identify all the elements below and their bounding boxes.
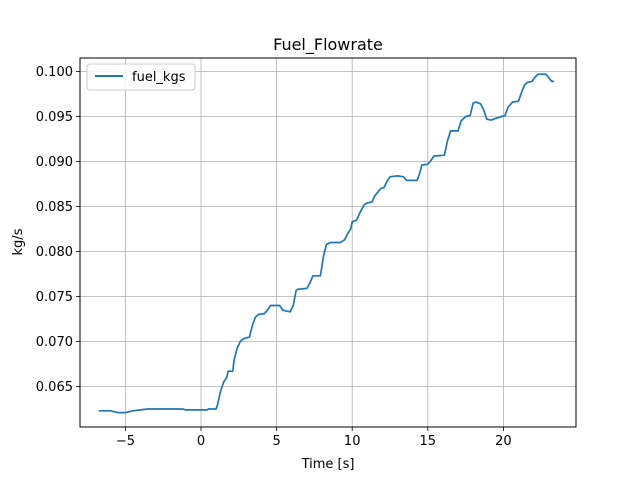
- x-axis: −5 0 5 10 15 20: [116, 427, 512, 449]
- y-tick-label: 0.065: [36, 380, 73, 395]
- x-tick-label: −5: [116, 434, 135, 449]
- y-tick-label: 0.090: [36, 155, 73, 170]
- x-tick-label: 10: [344, 434, 361, 449]
- plot-area: [98, 73, 555, 414]
- y-tick-label: 0.085: [36, 200, 73, 215]
- y-tick-label: 0.075: [36, 290, 73, 305]
- x-tick-label: 15: [420, 434, 437, 449]
- grid: [80, 58, 576, 427]
- series-line-fuel-kgs: [98, 73, 555, 414]
- legend-box: [86, 63, 196, 91]
- axes-frame: [79, 57, 577, 428]
- x-axis-label: Time [s]: [301, 457, 355, 472]
- x-tick-label: 0: [197, 434, 205, 449]
- y-axis-label: kg/s: [11, 228, 26, 255]
- x-tick-label: 5: [272, 434, 280, 449]
- y-tick-label: 0.095: [36, 110, 73, 125]
- legend-label-fuel-kgs: fuel_kgs: [132, 70, 186, 85]
- y-tick-label: 0.100: [36, 65, 73, 80]
- x-tick-label: 20: [495, 434, 512, 449]
- y-tick-label: 0.080: [36, 245, 73, 260]
- y-axis: 0.065 0.070 0.075 0.080 0.085 0.090 0.095 0.100: [36, 65, 80, 395]
- y-tick-label: 0.070: [36, 335, 73, 350]
- chart-title: Fuel_Flowrate: [273, 35, 383, 55]
- legend: fuel_kgs: [86, 63, 196, 91]
